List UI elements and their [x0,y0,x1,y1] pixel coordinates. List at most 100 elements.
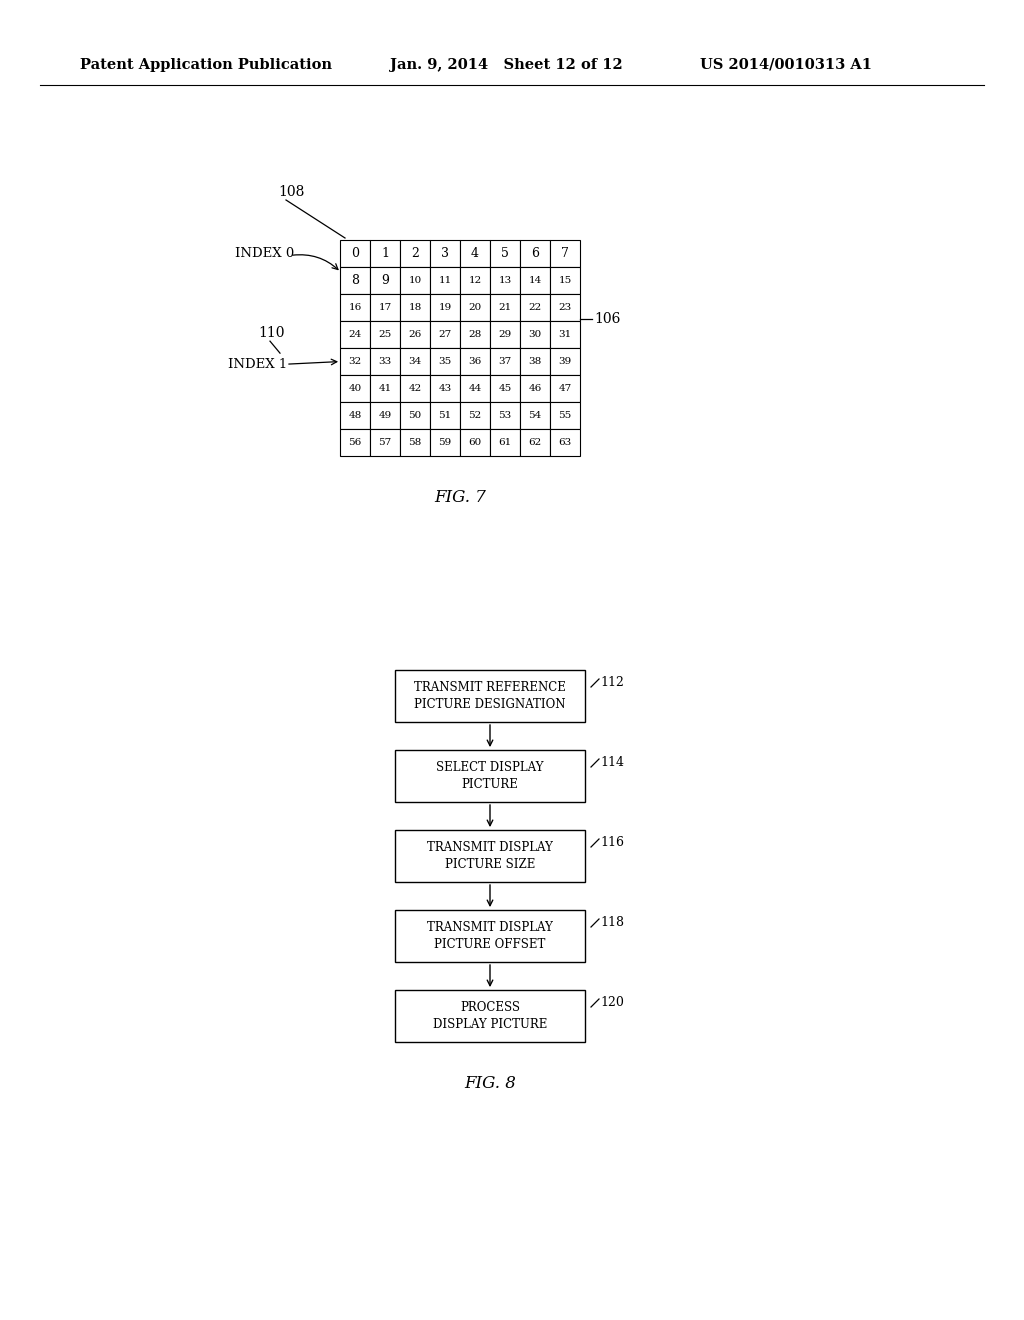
Text: 5: 5 [501,247,509,260]
Bar [395,750,585,803]
Bar [490,267,520,294]
Bar [340,375,370,403]
Bar [460,240,490,267]
Text: INDEX 1: INDEX 1 [228,358,288,371]
Text: 14: 14 [528,276,542,285]
Bar [400,375,430,403]
Bar [370,240,400,267]
Bar [520,294,550,321]
Bar [520,429,550,455]
Text: 35: 35 [438,356,452,366]
Bar [340,429,370,455]
Bar [400,403,430,429]
Text: 6: 6 [531,247,539,260]
Bar [340,348,370,375]
Text: 46: 46 [528,384,542,393]
Text: 54: 54 [528,411,542,420]
Text: 9: 9 [381,275,389,286]
Bar [550,429,580,455]
Text: 63: 63 [558,438,571,447]
Text: 1: 1 [381,247,389,260]
Text: PICTURE DESIGNATION: PICTURE DESIGNATION [415,698,565,711]
Text: 0: 0 [351,247,359,260]
Bar [520,267,550,294]
Text: 24: 24 [348,330,361,339]
Text: 42: 42 [409,384,422,393]
Text: PROCESS: PROCESS [460,1001,520,1014]
Text: 47: 47 [558,384,571,393]
Bar [520,240,550,267]
Text: 33: 33 [379,356,391,366]
Bar [490,348,520,375]
Bar [395,990,585,1041]
Text: 21: 21 [499,304,512,312]
Bar [400,321,430,348]
Text: PICTURE: PICTURE [462,779,518,792]
Bar [340,294,370,321]
Bar [490,429,520,455]
Text: 3: 3 [441,247,449,260]
Text: 52: 52 [468,411,481,420]
Text: 112: 112 [600,676,624,689]
Bar [430,321,460,348]
Text: 17: 17 [379,304,391,312]
Text: FIG. 7: FIG. 7 [434,490,486,507]
Bar [340,240,370,267]
Bar [550,267,580,294]
Text: PICTURE SIZE: PICTURE SIZE [444,858,536,871]
Bar [430,348,460,375]
Bar [400,429,430,455]
Text: 55: 55 [558,411,571,420]
Bar [460,267,490,294]
Bar [460,294,490,321]
Text: 8: 8 [351,275,359,286]
Bar [550,321,580,348]
Text: 62: 62 [528,438,542,447]
Bar [370,348,400,375]
Bar [490,240,520,267]
Text: 57: 57 [379,438,391,447]
Bar [550,375,580,403]
Bar [400,267,430,294]
Bar [430,403,460,429]
Bar [490,375,520,403]
Bar [370,267,400,294]
Text: 49: 49 [379,411,391,420]
Text: 20: 20 [468,304,481,312]
Text: 50: 50 [409,411,422,420]
Text: 22: 22 [528,304,542,312]
Bar [550,240,580,267]
Text: 120: 120 [600,995,624,1008]
Text: 56: 56 [348,438,361,447]
Text: SELECT DISPLAY: SELECT DISPLAY [436,760,544,774]
Text: PICTURE OFFSET: PICTURE OFFSET [434,939,546,952]
Bar [430,267,460,294]
Bar [520,403,550,429]
Bar [370,403,400,429]
Bar [340,403,370,429]
Bar [400,294,430,321]
Text: 48: 48 [348,411,361,420]
Bar [395,909,585,962]
Text: 51: 51 [438,411,452,420]
Text: 40: 40 [348,384,361,393]
Text: US 2014/0010313 A1: US 2014/0010313 A1 [700,58,872,73]
Text: 45: 45 [499,384,512,393]
Text: 36: 36 [468,356,481,366]
Bar [430,375,460,403]
Bar [370,321,400,348]
Bar [430,429,460,455]
Bar [520,321,550,348]
Text: TRANSMIT DISPLAY: TRANSMIT DISPLAY [427,920,553,933]
Text: 118: 118 [600,916,624,928]
Text: 60: 60 [468,438,481,447]
Text: 59: 59 [438,438,452,447]
Text: 12: 12 [468,276,481,285]
Text: 18: 18 [409,304,422,312]
Text: 37: 37 [499,356,512,366]
Text: 19: 19 [438,304,452,312]
Bar [550,348,580,375]
Bar [430,240,460,267]
Text: 2: 2 [411,247,419,260]
Bar [340,267,370,294]
